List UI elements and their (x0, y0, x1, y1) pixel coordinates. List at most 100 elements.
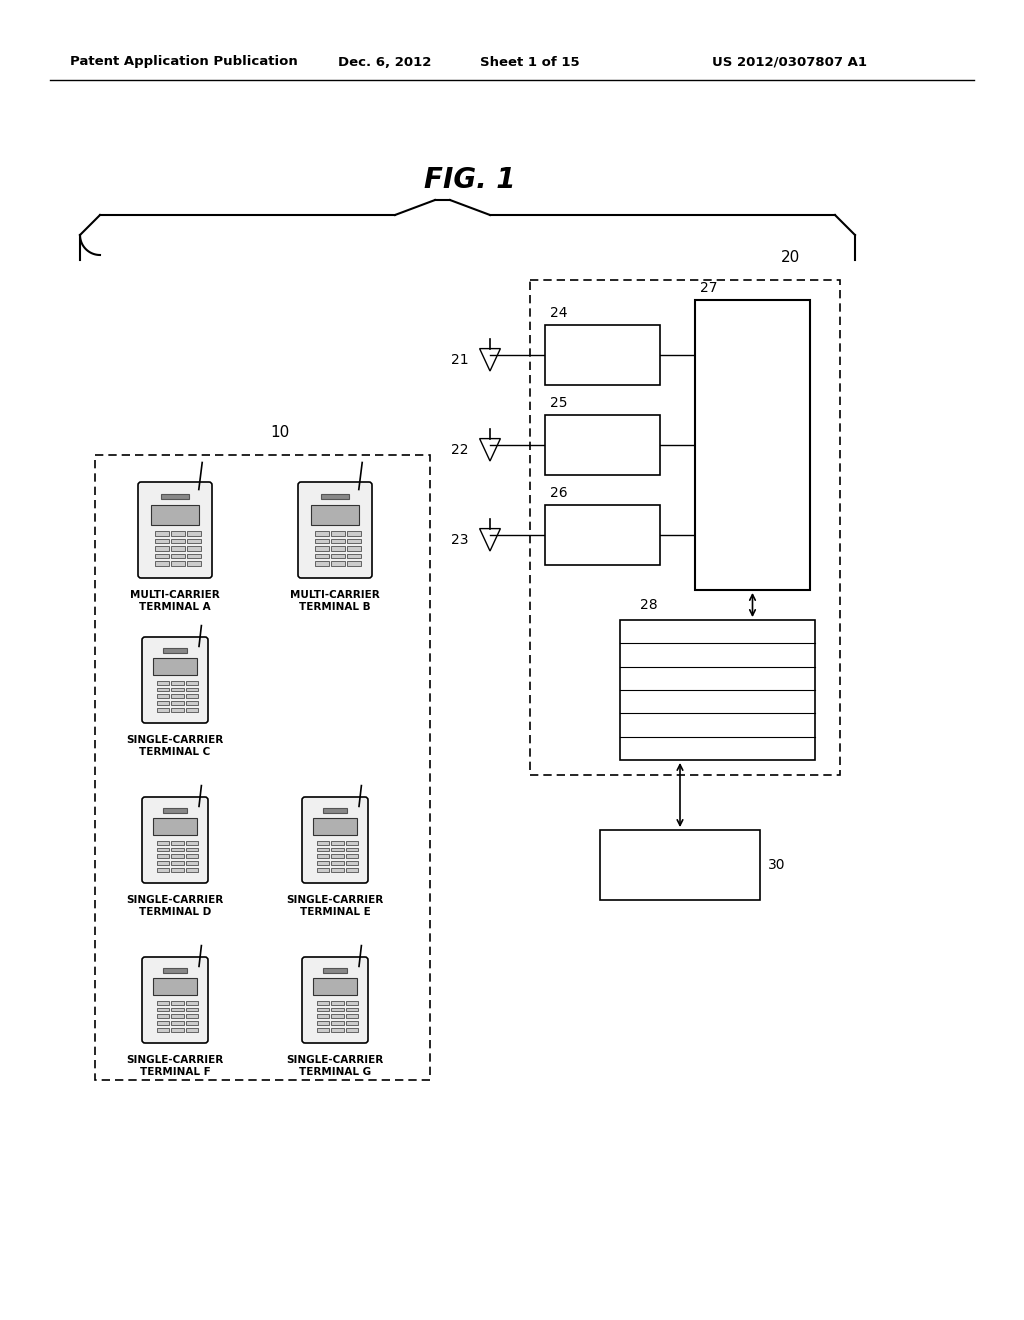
Bar (331, 539, 345, 543)
Bar (347, 539, 361, 543)
Bar (317, 1001, 330, 1005)
Bar (157, 1028, 169, 1032)
Bar (322, 494, 348, 499)
Bar (314, 539, 329, 543)
Bar (331, 546, 345, 550)
Bar (695, 300, 810, 590)
Bar (323, 808, 347, 813)
Text: 23: 23 (452, 533, 469, 546)
FancyBboxPatch shape (142, 797, 208, 883)
Bar (157, 841, 169, 845)
Bar (171, 1001, 183, 1005)
Text: FIG. 1: FIG. 1 (424, 166, 516, 194)
Text: Sheet 1 of 15: Sheet 1 of 15 (480, 55, 580, 69)
Bar (314, 553, 329, 558)
Bar (347, 546, 361, 550)
Bar (332, 1028, 344, 1032)
Text: SINGLE-CARRIER
TERMINAL D: SINGLE-CARRIER TERMINAL D (126, 895, 223, 916)
Bar (171, 1022, 183, 1024)
Bar (171, 539, 185, 543)
Bar (317, 1028, 330, 1032)
Bar (171, 854, 183, 858)
Text: 24: 24 (550, 306, 567, 319)
Text: 30: 30 (768, 858, 785, 873)
Bar (332, 841, 344, 845)
Bar (157, 681, 169, 685)
Bar (185, 681, 198, 685)
Bar (332, 1001, 344, 1005)
Text: 28: 28 (640, 598, 657, 612)
Bar (185, 1028, 198, 1032)
Bar (151, 504, 200, 524)
Bar (157, 688, 169, 692)
Text: SINGLE-CARRIER
TERMINAL C: SINGLE-CARRIER TERMINAL C (126, 735, 223, 756)
Bar (323, 968, 347, 973)
Text: 22: 22 (452, 442, 469, 457)
Bar (171, 847, 183, 851)
Bar (185, 1007, 198, 1011)
FancyBboxPatch shape (142, 957, 208, 1043)
Bar (317, 861, 330, 865)
Bar (313, 817, 356, 836)
Text: 27: 27 (700, 281, 718, 294)
Bar (171, 694, 183, 698)
Bar (530, 280, 840, 775)
Bar (317, 854, 330, 858)
Bar (346, 1022, 358, 1024)
Bar (155, 553, 169, 558)
Bar (185, 854, 198, 858)
Bar (154, 657, 197, 676)
Bar (314, 546, 329, 550)
Text: 21: 21 (452, 352, 469, 367)
Bar (157, 867, 169, 871)
Bar (332, 847, 344, 851)
Bar (332, 854, 344, 858)
Bar (171, 531, 185, 536)
Bar (346, 854, 358, 858)
Bar (171, 708, 183, 711)
Bar (187, 539, 202, 543)
Bar (317, 847, 330, 851)
Bar (332, 1007, 344, 1011)
Bar (155, 539, 169, 543)
Bar (185, 847, 198, 851)
Bar (171, 1028, 183, 1032)
Bar (162, 494, 188, 499)
Bar (600, 830, 760, 900)
Bar (163, 648, 187, 653)
Bar (95, 455, 430, 1080)
Bar (332, 867, 344, 871)
Text: MULTI-CARRIER
TERMINAL A: MULTI-CARRIER TERMINAL A (130, 590, 220, 611)
Text: SINGLE-CARRIER
TERMINAL E: SINGLE-CARRIER TERMINAL E (287, 895, 384, 916)
Bar (171, 561, 185, 566)
Text: MULTI-CARRIER
TERMINAL B: MULTI-CARRIER TERMINAL B (290, 590, 380, 611)
Text: 10: 10 (270, 425, 290, 440)
Text: SINGLE-CARRIER
TERMINAL G: SINGLE-CARRIER TERMINAL G (287, 1055, 384, 1077)
Bar (317, 841, 330, 845)
Bar (185, 867, 198, 871)
Bar (163, 808, 187, 813)
Bar (171, 681, 183, 685)
Bar (171, 841, 183, 845)
Text: 26: 26 (550, 486, 567, 500)
Bar (347, 553, 361, 558)
Text: 20: 20 (780, 249, 800, 265)
FancyBboxPatch shape (142, 638, 208, 723)
Bar (187, 553, 202, 558)
Bar (157, 694, 169, 698)
Bar (332, 861, 344, 865)
Bar (171, 861, 183, 865)
Bar (346, 1015, 358, 1018)
Bar (171, 701, 183, 705)
Bar (157, 701, 169, 705)
Bar (154, 978, 197, 995)
Bar (157, 854, 169, 858)
Text: SINGLE-CARRIER
TERMINAL F: SINGLE-CARRIER TERMINAL F (126, 1055, 223, 1077)
Bar (332, 1022, 344, 1024)
Bar (157, 1001, 169, 1005)
Bar (346, 1007, 358, 1011)
Text: US 2012/0307807 A1: US 2012/0307807 A1 (713, 55, 867, 69)
Text: 25: 25 (550, 396, 567, 411)
Bar (187, 531, 202, 536)
FancyBboxPatch shape (302, 797, 368, 883)
